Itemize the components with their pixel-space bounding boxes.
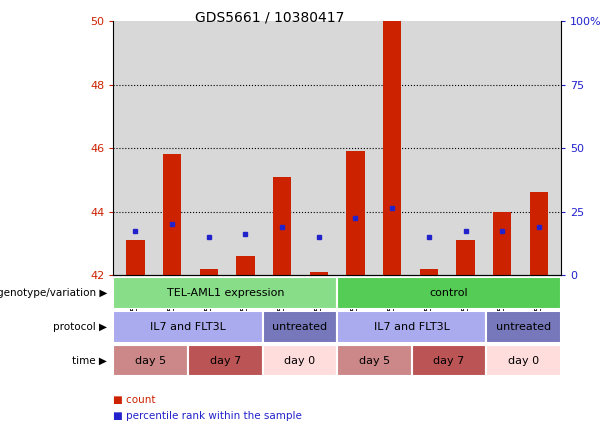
Text: control: control xyxy=(430,288,468,298)
Text: day 5: day 5 xyxy=(135,356,166,365)
Text: day 7: day 7 xyxy=(210,356,241,365)
Bar xyxy=(420,269,438,275)
Bar xyxy=(113,277,337,309)
Bar xyxy=(337,345,412,376)
Text: GDS5661 / 10380417: GDS5661 / 10380417 xyxy=(195,11,345,25)
Bar xyxy=(337,277,561,309)
Text: time ▶: time ▶ xyxy=(72,356,107,365)
Text: protocol ▶: protocol ▶ xyxy=(53,322,107,332)
Bar xyxy=(273,177,291,275)
Bar xyxy=(126,240,145,275)
Text: day 7: day 7 xyxy=(433,356,465,365)
Text: untreated: untreated xyxy=(496,322,551,332)
Bar xyxy=(236,256,254,275)
Text: day 0: day 0 xyxy=(284,356,316,365)
Text: IL7 and FLT3L: IL7 and FLT3L xyxy=(374,322,450,332)
Text: untreated: untreated xyxy=(272,322,327,332)
Bar xyxy=(310,272,328,275)
Bar xyxy=(262,345,337,376)
Bar xyxy=(188,345,262,376)
Text: ■ percentile rank within the sample: ■ percentile rank within the sample xyxy=(113,411,302,421)
Text: TEL-AML1 expression: TEL-AML1 expression xyxy=(167,288,284,298)
Text: IL7 and FLT3L: IL7 and FLT3L xyxy=(150,322,226,332)
Bar xyxy=(486,345,561,376)
Bar xyxy=(486,311,561,343)
Text: day 5: day 5 xyxy=(359,356,390,365)
Text: day 0: day 0 xyxy=(508,356,539,365)
Bar xyxy=(346,151,365,275)
Bar xyxy=(383,21,402,275)
Bar xyxy=(113,311,262,343)
Bar xyxy=(113,345,188,376)
Bar xyxy=(493,212,511,275)
Text: ■ count: ■ count xyxy=(113,395,156,405)
Bar xyxy=(163,154,181,275)
Text: genotype/variation ▶: genotype/variation ▶ xyxy=(0,288,107,298)
Bar xyxy=(456,240,474,275)
Bar xyxy=(530,192,548,275)
Bar xyxy=(200,269,218,275)
Bar xyxy=(412,345,486,376)
Bar xyxy=(262,311,337,343)
Bar xyxy=(337,311,486,343)
